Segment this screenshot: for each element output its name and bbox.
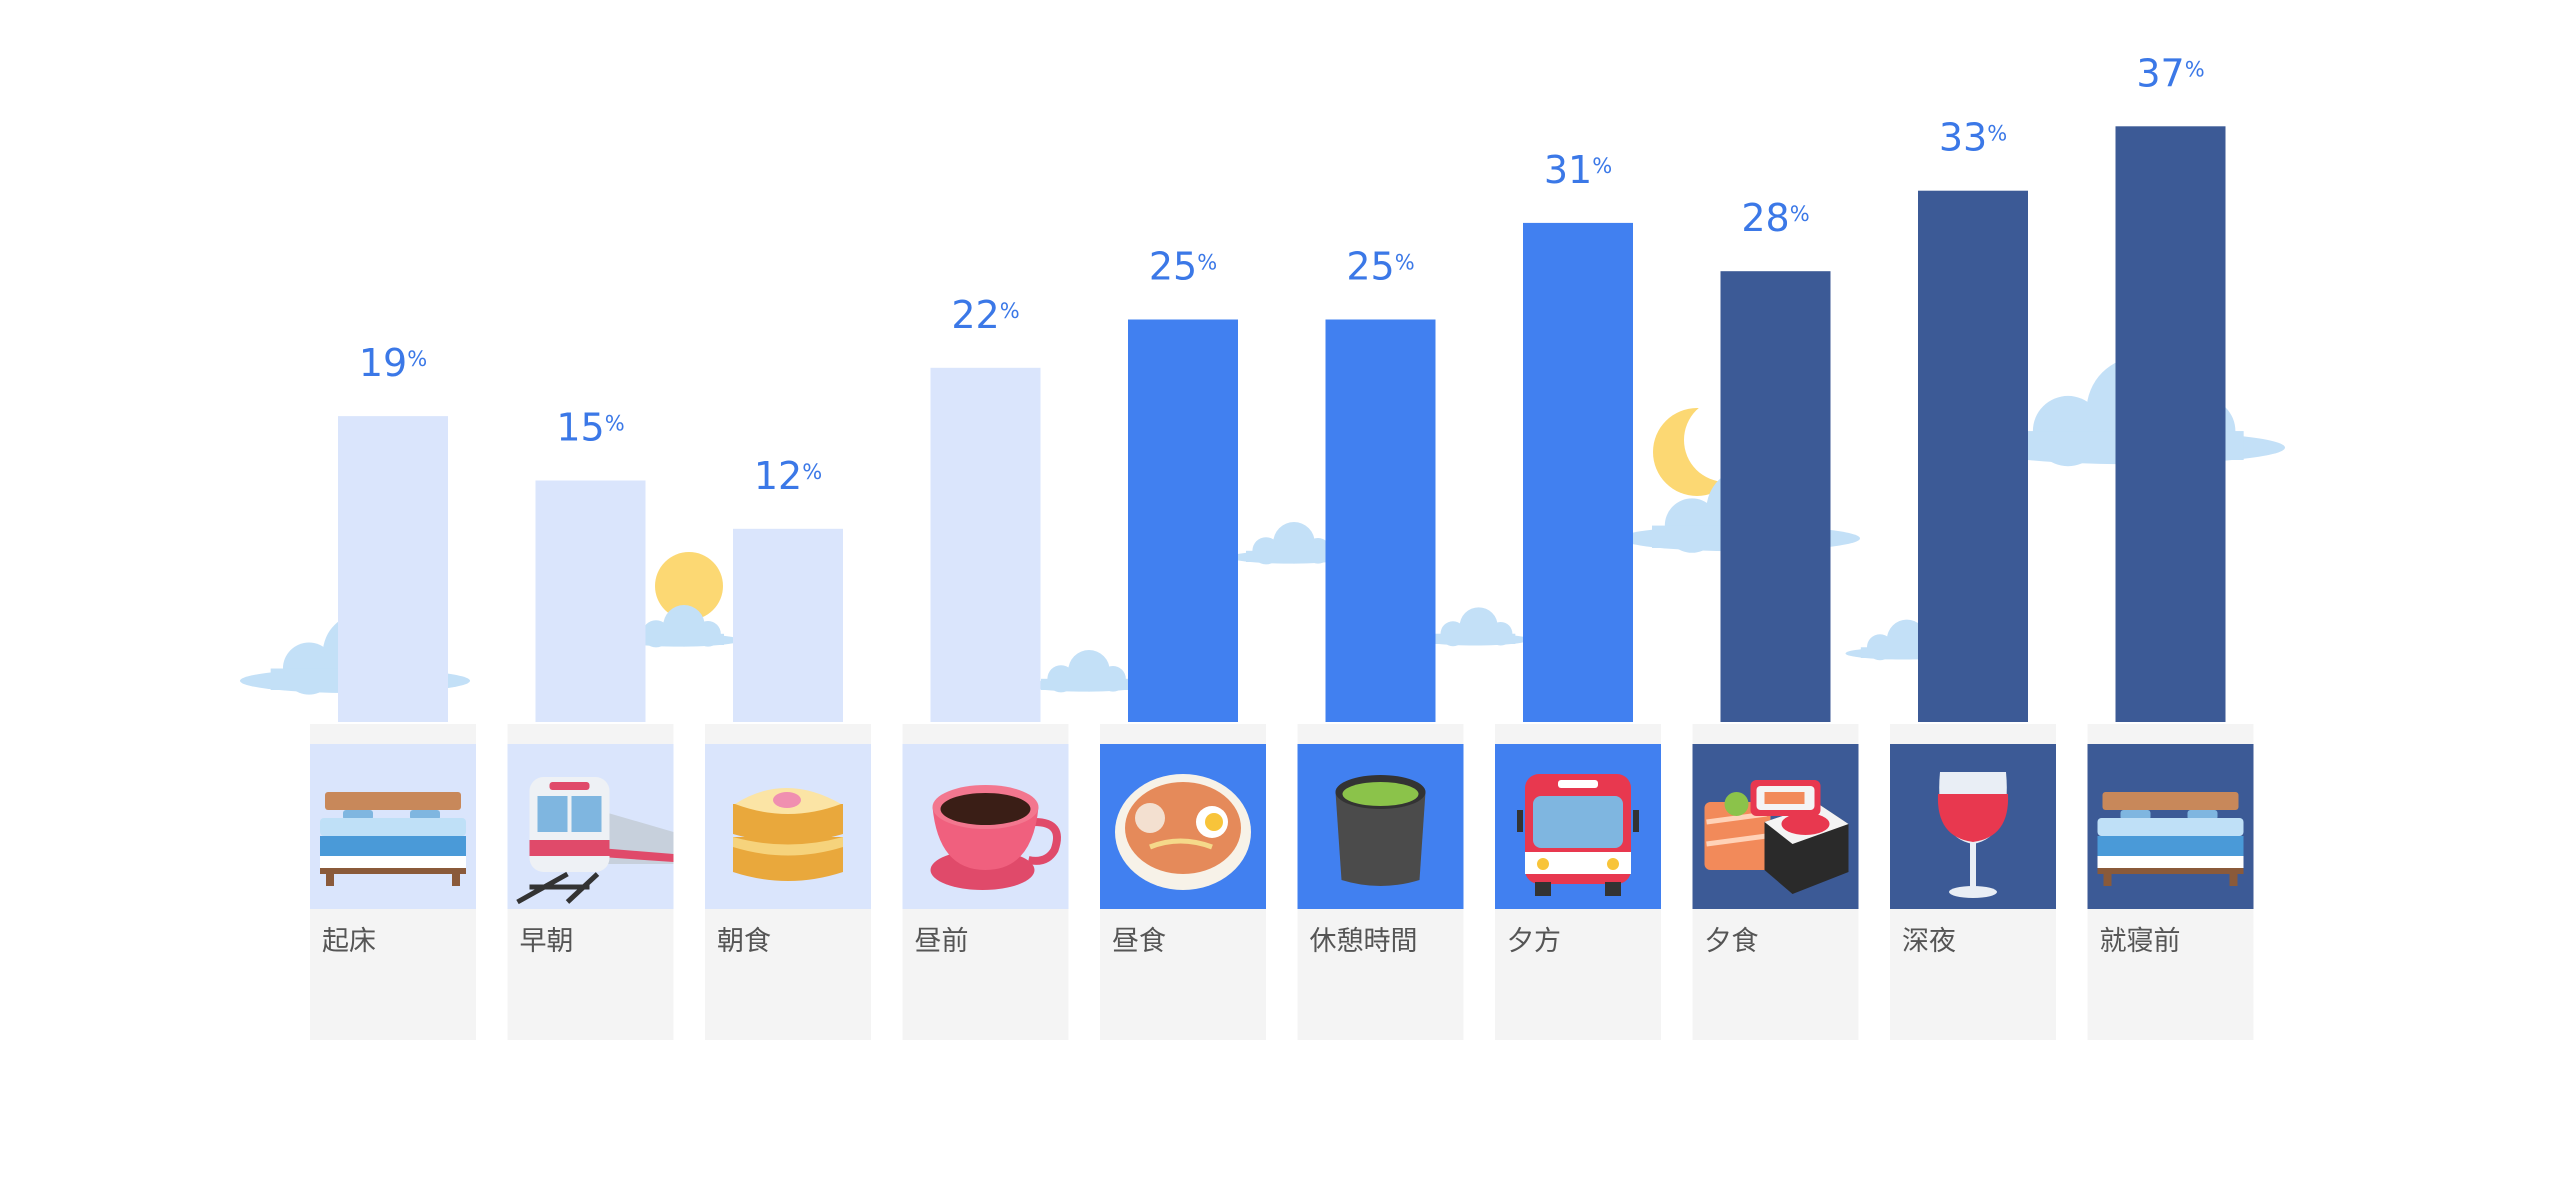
bus-icon bbox=[1517, 774, 1639, 896]
data-label: 28% bbox=[1741, 196, 1809, 240]
category-label: 昼前 bbox=[915, 926, 969, 957]
cloud-decoration bbox=[1420, 607, 1530, 647]
moon-icon bbox=[1653, 408, 1741, 496]
data-label: 25% bbox=[1149, 245, 1217, 289]
bar bbox=[1325, 319, 1436, 722]
bar bbox=[338, 416, 448, 722]
data-label: 31% bbox=[1544, 148, 1612, 192]
train-icon bbox=[516, 777, 674, 905]
data-label: 12% bbox=[754, 454, 822, 498]
data-label: 19% bbox=[359, 341, 427, 385]
bed-icon bbox=[2097, 792, 2244, 886]
category-label: 深夜 bbox=[1902, 926, 1956, 957]
category-label: 昼食 bbox=[1112, 926, 1166, 957]
category-label: 早朝 bbox=[520, 926, 574, 957]
data-label: 15% bbox=[556, 406, 624, 450]
data-label: 33% bbox=[1939, 116, 2007, 160]
data-label: 37% bbox=[2136, 51, 2204, 95]
wine-glass-icon bbox=[1937, 772, 2009, 898]
cloud-decoration bbox=[1230, 522, 1350, 565]
bar bbox=[1720, 271, 1831, 722]
category-label: 休憩時間 bbox=[1310, 926, 1418, 957]
category-label: 夕方 bbox=[1507, 926, 1561, 957]
sushi-icon bbox=[1704, 780, 1849, 894]
bed-icon bbox=[320, 792, 466, 886]
data-label: 22% bbox=[951, 293, 1019, 337]
category-label: 就寝前 bbox=[2100, 926, 2181, 957]
coffee-cup-icon bbox=[930, 785, 1061, 890]
sun-icon bbox=[655, 552, 723, 620]
category-label: 起床 bbox=[322, 926, 376, 957]
toast-icon bbox=[733, 788, 843, 881]
bar bbox=[535, 480, 646, 722]
bar bbox=[2115, 126, 2226, 723]
green-tea-cup-icon bbox=[1335, 775, 1426, 886]
cloud-decoration bbox=[620, 605, 740, 648]
bar bbox=[1523, 222, 1633, 722]
bar bbox=[930, 367, 1041, 722]
data-label: 25% bbox=[1346, 245, 1414, 289]
category-cards-layer: 起床 早朝 朝食 昼前 昼食 休憩時間 夕方 夕食 深夜 就寝前 bbox=[310, 724, 2254, 1040]
ramen-bowl-icon bbox=[1115, 774, 1251, 890]
bar bbox=[1918, 190, 2028, 722]
category-label: 夕食 bbox=[1705, 926, 1759, 957]
bars-layer: 19% 15% 12% 22% 25% 25% 31% 28% 33% 37% bbox=[338, 51, 2226, 723]
category-label: 朝食 bbox=[717, 926, 771, 957]
bar bbox=[1128, 319, 1238, 722]
bar bbox=[733, 528, 843, 722]
cloud-decoration bbox=[1025, 650, 1145, 693]
